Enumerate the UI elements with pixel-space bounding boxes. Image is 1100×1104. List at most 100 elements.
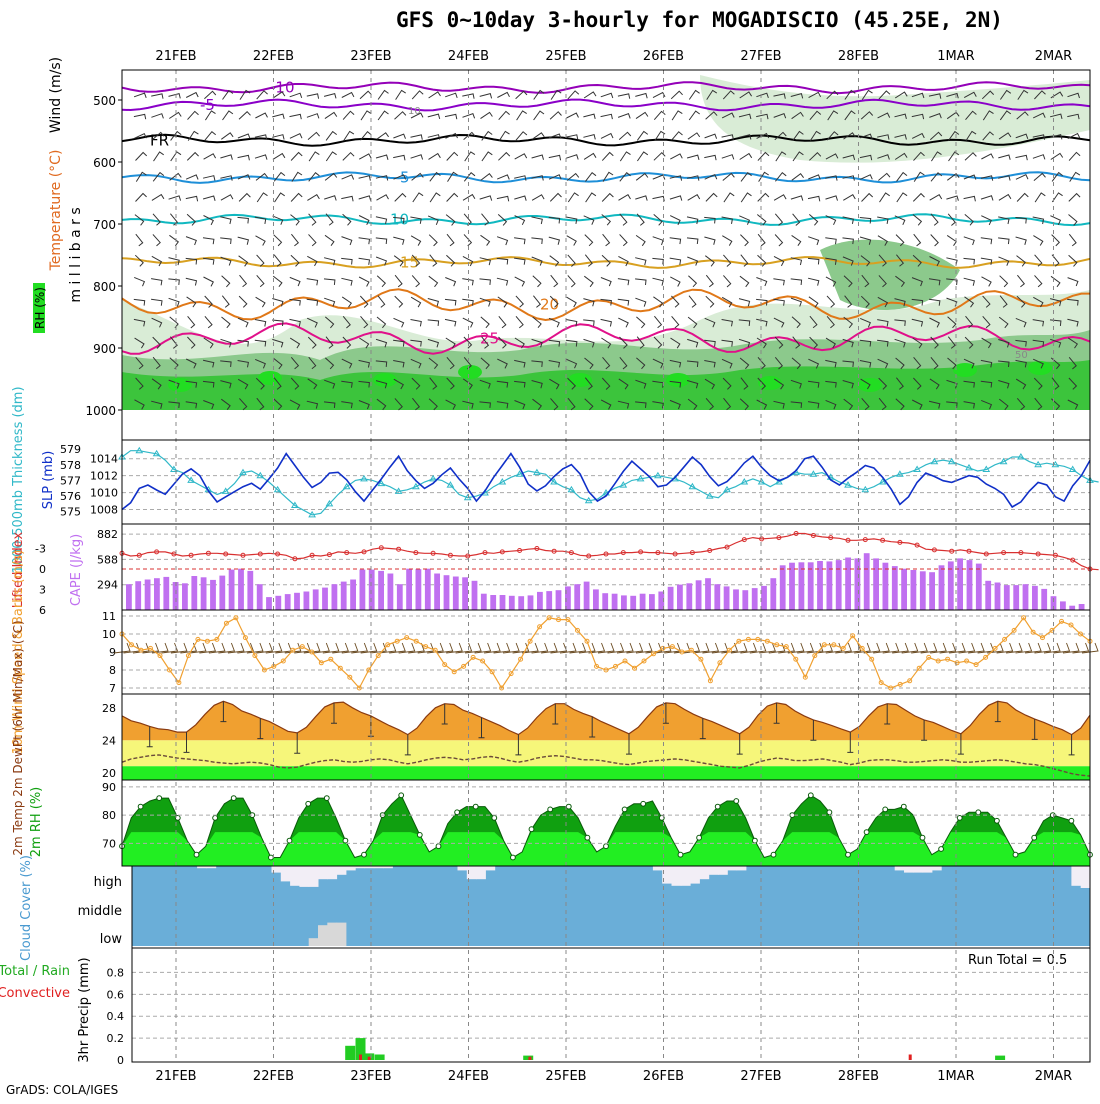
cloud-high-clear-84 [913, 866, 924, 873]
rh2m-point-40 [491, 815, 498, 821]
isotherm-label-2: FR [150, 131, 169, 149]
wind10-point-67 [755, 636, 761, 642]
li-tick-6: 6 [39, 604, 46, 617]
rh-core-3 [458, 365, 482, 379]
isotherm-line-5 [121, 256, 1091, 269]
li-point-100 [983, 551, 989, 557]
wind10-barbs [113, 642, 1099, 654]
thickness-point-104 [1017, 453, 1025, 460]
li-point-34 [413, 550, 419, 556]
day-gridlines [175, 70, 1054, 1062]
cape-axis-label: CAPE (J/kg) [69, 534, 84, 606]
cloud-high-clear-61 [699, 866, 710, 880]
thickness-point-110 [1068, 465, 1077, 472]
isotherm-line-1 [121, 98, 1091, 112]
cape-bar-29 [396, 584, 403, 610]
temp2m-errorbar-71 [773, 702, 780, 724]
cape-bar-24 [350, 579, 356, 610]
thickness-axis-label: 1000-500mb Thickness (dm) [11, 386, 26, 573]
cape-bar-0 [126, 584, 132, 610]
wind10-point-101 [1078, 631, 1083, 637]
li-point-86 [862, 537, 868, 543]
wind10-point-81 [888, 685, 894, 691]
wind10-speed-line [121, 616, 1091, 690]
thickness-point-28 [360, 474, 368, 482]
date-label-top-4: 25FEB [545, 49, 586, 64]
temp2m-errorbar-3 [146, 726, 153, 748]
wind10-point-30 [404, 635, 410, 641]
temp2m-errorbar-47 [552, 703, 559, 725]
li-point-2 [136, 552, 142, 558]
rh2m-point-74 [807, 792, 814, 799]
wind10-point-55 [641, 658, 647, 664]
wind10-point-89 [964, 658, 970, 664]
date-label-bottom-1: 22FEB [253, 1069, 294, 1084]
cloud-low-clear-20 [318, 925, 328, 946]
wind10-point-60 [688, 647, 694, 653]
thickness-point-72 [740, 478, 749, 485]
wind10-point-44 [537, 624, 543, 630]
dewpt-floor [122, 766, 1090, 780]
li-point-66 [689, 550, 695, 556]
cape-bar-77 [845, 557, 851, 610]
rh-shade-green [122, 360, 1090, 410]
cape-bar-36 [462, 577, 468, 610]
rh2m-axis-label: 2m RH (%) [29, 787, 44, 858]
temp2m-errorbar-35 [441, 703, 448, 725]
wind10-point-33 [432, 647, 438, 653]
wind10-point-66 [745, 636, 751, 642]
cloud-high-clear-38 [485, 866, 496, 871]
cape-bar-61 [695, 580, 702, 610]
wind10-point-54 [632, 665, 637, 671]
wind10-point-37 [470, 654, 476, 660]
precip-tick-0: 0 [117, 1054, 124, 1067]
date-label-top-6: 27FEB [740, 49, 781, 64]
date-label-bottom-8: 1MAR [937, 1069, 974, 1084]
cape-bar-26 [368, 569, 375, 610]
li-point-96 [949, 548, 955, 554]
rh-core-6 [758, 376, 782, 390]
cape-bar-34 [443, 575, 450, 610]
temp2m-errorbar-63 [699, 718, 706, 740]
cape-bar-39 [490, 595, 497, 610]
cloud-high-clear-101 [1071, 866, 1082, 886]
cape-bar-3 [154, 578, 160, 610]
cloud-row-label-high: high [94, 875, 122, 890]
thickness-point-106 [1034, 460, 1042, 468]
thickness-point-8 [187, 476, 195, 483]
cape-bar-83 [901, 568, 907, 610]
rh2m-point-102 [1068, 817, 1075, 824]
wind10-tick-7: 7 [109, 682, 116, 695]
li-point-110 [1070, 557, 1076, 563]
date-label-top-5: 26FEB [643, 49, 684, 64]
rh2m-point-64 [714, 803, 721, 810]
pressure-axis-label: m i l l i b a r s [68, 207, 84, 302]
wind10-point-36 [461, 663, 467, 669]
wind10-point-100 [1068, 622, 1074, 628]
rh2m-point-76 [826, 809, 833, 816]
rh2m-tick-80: 80 [102, 809, 116, 822]
wind10-point-18 [290, 647, 296, 653]
wind10-point-20 [309, 649, 315, 655]
rh-core-2 [373, 373, 397, 387]
thickness-point-68 [705, 492, 714, 499]
wind10-point-70 [783, 644, 789, 650]
cape-bar-7 [191, 576, 198, 610]
cape-bar-71 [789, 562, 795, 610]
temp2m-errorbar-83 [884, 703, 891, 725]
rh2m-point-12 [230, 795, 237, 801]
thickness-point-58 [619, 481, 628, 488]
temp2m-errorbar-59 [662, 702, 669, 724]
rh2m-point-52 [603, 843, 609, 850]
cape-bar-28 [387, 573, 394, 610]
wind10-point-8 [195, 636, 201, 642]
cape-bar-78 [854, 558, 861, 610]
rh-side-label: RH (%) [33, 287, 47, 329]
slp-tick-1012: 1012 [90, 470, 118, 483]
date-label-top-8: 1MAR [937, 49, 974, 64]
cloud-high-clear-19 [308, 866, 319, 887]
thickness-point-12 [221, 487, 230, 494]
thickness-point-48 [533, 468, 541, 476]
wind10-point-83 [907, 678, 913, 684]
